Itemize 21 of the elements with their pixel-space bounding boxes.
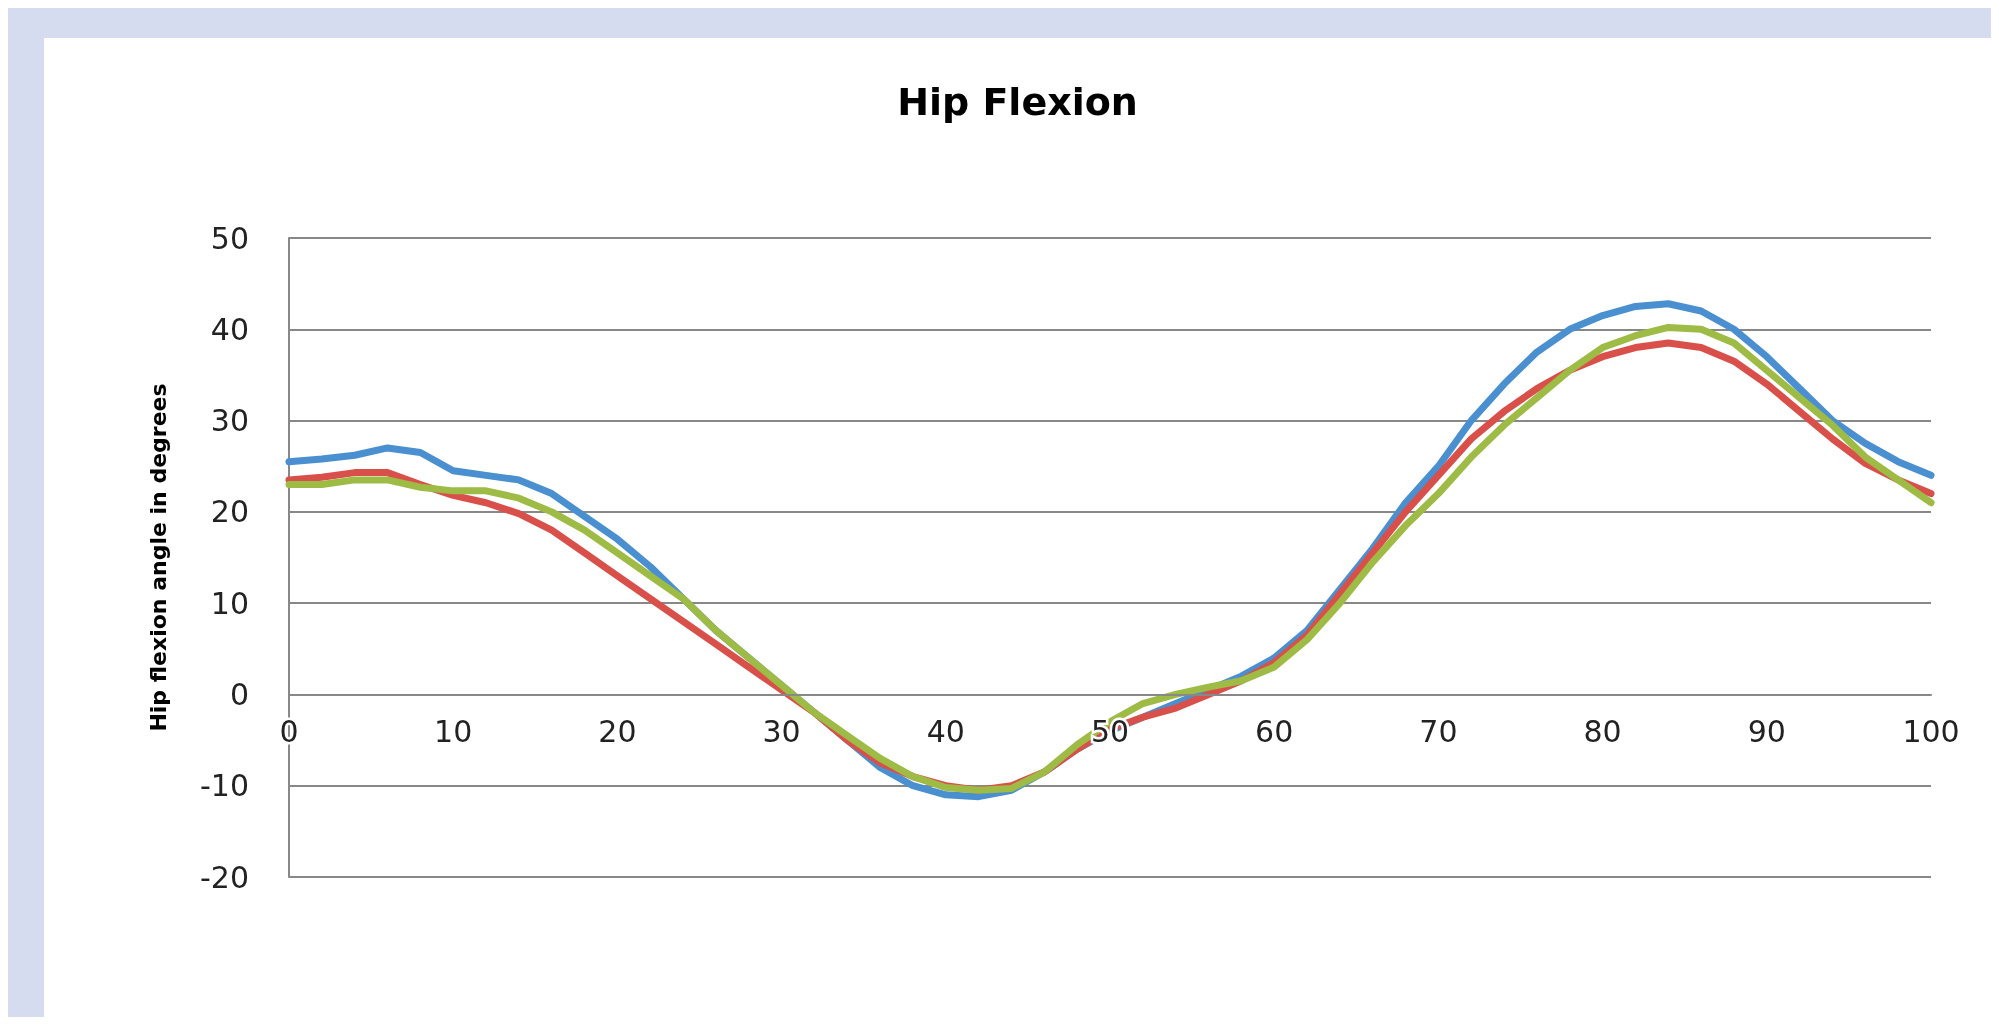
y-tick-label: 30: [210, 403, 249, 439]
y-tick-label: -20: [200, 859, 249, 895]
y-tick-label: 10: [210, 585, 249, 621]
x-tick-label: 0: [279, 713, 299, 749]
x-tick-label: 10: [434, 713, 473, 749]
x-tick-label: 30: [762, 713, 801, 749]
x-tick-label: 50: [1090, 713, 1130, 749]
y-tick-label: 40: [210, 311, 249, 347]
x-tick-label: 80: [1583, 713, 1622, 749]
y-axis-title: Hip flexion angle in degrees: [145, 383, 171, 732]
chart-title: Hip Flexion: [897, 80, 1138, 124]
y-tick-label: 20: [210, 494, 249, 530]
y-tick-label: 50: [210, 220, 249, 256]
y-tick-label: -10: [200, 768, 249, 804]
x-tick-label: 100: [1902, 713, 1960, 749]
x-tick-label: 20: [598, 713, 637, 749]
x-tick-label: 60: [1255, 713, 1294, 749]
x-tick-label: 70: [1419, 713, 1458, 749]
y-tick-label: 0: [229, 676, 249, 712]
x-tick-label: 40: [926, 713, 965, 749]
x-tick-label: 90: [1747, 713, 1786, 749]
